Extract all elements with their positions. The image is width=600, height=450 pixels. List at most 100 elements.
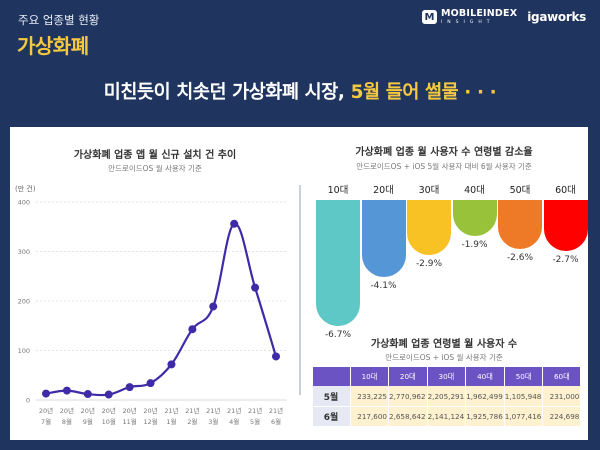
col-header: 60대 [543,367,581,386]
data-point [209,302,218,311]
header-kicker: 주요 업종별 현황 [18,13,100,27]
x-tick-label: 5월 [250,417,260,426]
bar-group: 30대 -2.9% [407,184,451,269]
table-cell: 2,770,962 [389,386,427,406]
bar [498,200,542,249]
bar [452,200,497,236]
x-tick-label: 2월 [187,417,197,426]
bar-value-label: -2.7% [552,254,579,265]
line-chart-title: 가상화폐 업종 앱 월 신규 설치 건 추이 [73,150,237,161]
mobileindex-logo: M MOBILEINDEX INSIGHT [421,8,518,25]
col-header: 40대 [466,367,504,386]
table-header-row: 10대 20대 30대 40대 50대 60대 [313,367,581,386]
y-axis-unit: (만 건) [15,184,36,193]
x-tick-label: 20년 [60,406,74,415]
bar-category-label: 10대 [327,185,349,196]
table-corner [313,367,350,386]
row-header: 5월 [313,386,350,406]
bar-category-label: 30대 [418,185,440,196]
data-point [104,390,113,399]
bar-value-label: -4.1% [370,281,397,292]
data-point [272,352,280,361]
bar-category-label: 50대 [509,185,531,196]
table-subtitle: 안드로이드OS + iOS 월 사용자 기준 [385,353,503,362]
row-header: 6월 [313,406,350,426]
col-header: 50대 [504,367,543,386]
x-tick-label: 3월 [208,417,218,426]
col-header: 20대 [389,367,427,386]
bar-chart-subtitle: 안드로이드OS + iOS 5월 사용자 대비 6월 사용자 기준 [356,162,532,171]
table-cell: 233,225 [351,386,388,406]
data-point [83,390,92,399]
line-chart: (만 건) 0 100 200 300 400 20년 7월 20년 8월 20년 9월 20년 10… [15,184,287,426]
igaworks-logo: igaworks [527,10,586,24]
headline-main: 미친듯이 치솟던 가상화폐 시장, [103,82,351,103]
x-tick-label: 21년 [206,406,220,415]
table-title: 가상화폐 업종 연령별 월 사용자 수 [370,339,518,350]
y-tick-label: 200 [18,298,30,306]
x-tick-label: 20년 [81,406,95,415]
x-tick-label: 21년 [227,406,241,415]
bar-category-label: 40대 [464,185,485,196]
x-tick-label: 4월 [229,417,239,426]
x-tick-label: 21년 [185,406,199,415]
table-cell: 1,962,499 [466,386,504,406]
bar-value-label: -6.7% [324,330,352,340]
y-tick-label: 100 [18,347,30,355]
table-cell: 2,141,124 [427,406,466,426]
table-cell: 2,205,291 [427,386,466,406]
col-header: 30대 [427,367,466,386]
bar-category-label: 60대 [555,185,576,196]
mobileindex-icon: M [421,10,437,24]
x-tick-label: 20년 [123,406,137,415]
bar-value-label: -2.9% [415,258,443,269]
bar-group: 40대 -1.9% [452,184,497,250]
y-tick-label: 0 [26,397,30,405]
x-tick-label: 11월 [123,417,137,426]
x-tick-label: 21년 [269,406,283,415]
mobileindex-sub: INSIGHT [440,19,495,25]
table-cell: 1,925,786 [466,406,504,426]
bar [407,200,451,255]
page-title: 가상화폐 [17,34,89,58]
x-tick-label: 20년 [143,406,157,415]
data-point [188,325,197,334]
mobileindex-name: MOBILEINDEX [440,8,518,19]
x-tick-label: 20년 [39,406,53,415]
table-row: 5월 233,225 2,770,962 2,205,291 1,962,499… [313,386,581,406]
table-cell: 1,077,416 [504,406,543,426]
x-tick-label: 8월 [62,417,72,426]
col-header: 10대 [351,367,388,386]
table-cell: 1,105,948 [504,386,543,406]
bar [316,200,360,326]
x-tick-label: 6월 [271,417,281,426]
series-line [45,222,278,397]
bar-category-label: 20대 [373,185,394,196]
table-cell: 224,698 [543,406,581,426]
table-row: 6월 217,600 2,658,642 2,141,124 1,925,786… [313,406,581,426]
x-tick-label: 10월 [102,417,116,426]
x-tick-label: 20년 [102,406,116,415]
line-chart-subtitle: 안드로이드OS 월 사용자 기준 [108,164,202,173]
table-cell: 2,658,642 [389,406,427,426]
bar-chart-title: 가상화폐 업종 월 사용자 수 연령별 감소율 [355,147,533,158]
bar-value-label: -1.9% [461,239,488,250]
bar [543,200,588,251]
bar-group: 10대 -6.7% [316,184,360,340]
x-tick-label: 21년 [248,406,262,415]
data-point [167,360,176,369]
table-cell: 231,000 [543,386,581,406]
x-tick-label: 1월 [166,417,176,426]
table-cell: 217,600 [351,406,388,426]
x-tick-label: 7월 [41,417,51,426]
data-point [125,383,134,392]
data-point [251,283,260,292]
x-tick-label: 21년 [164,406,178,415]
data-point [146,379,155,388]
bar-group: 60대 -2.7% [543,184,588,265]
data-point [62,386,71,395]
data-point [42,389,50,398]
data-point [230,219,239,228]
y-tick-label: 300 [18,248,30,256]
x-tick-label: 9월 [83,417,93,426]
